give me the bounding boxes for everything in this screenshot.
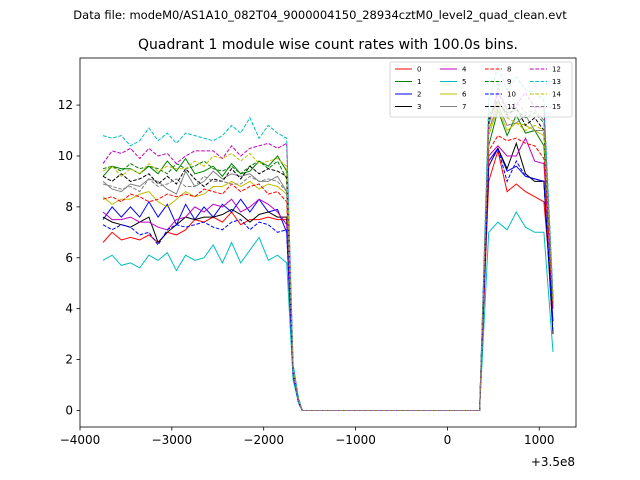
axes-frame [79,57,577,428]
legend-label-13: 13 [552,78,561,86]
legend-label-4: 4 [462,66,467,74]
series-line-1 [102,108,554,411]
legend-label-2: 2 [417,91,421,99]
x-axis-offset-label: +3.5e8 [531,455,575,469]
chart-title: Quadrant 1 module wise count rates with … [138,37,518,53]
legend-label-11: 11 [507,103,516,111]
legend-label-15: 15 [552,103,561,111]
y-tick-label: 6 [65,251,73,265]
legend-label-1: 1 [417,78,421,86]
series-line-5 [102,210,554,411]
legend-label-10: 10 [507,91,516,99]
y-tick-label: 8 [65,200,73,214]
x-tick-label: 0 [444,433,452,447]
y-axis: 0 2 4 6 8 10 12 [58,98,80,417]
series-line-0 [102,148,554,411]
x-tick-label: −1000 [335,433,376,447]
x-tick-label: −3000 [152,433,193,447]
x-tick-label: −2000 [243,433,284,447]
legend-label-6: 6 [462,91,467,99]
y-tick-label: 10 [58,149,73,163]
y-tick-label: 12 [58,98,73,112]
legend-label-5: 5 [462,78,466,86]
legend-label-3: 3 [417,103,421,111]
legend-label-7: 7 [462,103,466,111]
figure-suptitle: Data file: modeM0/AS1A10_082T04_90000041… [73,8,567,22]
series-line-10 [102,146,554,411]
legend-label-9: 9 [507,78,511,86]
legend-label-8: 8 [507,66,511,74]
legend-label-0: 0 [417,66,421,74]
legend-label-12: 12 [552,66,561,74]
y-tick-label: 0 [65,403,73,417]
x-tick-label: 1000 [524,433,555,447]
y-tick-label: 2 [65,353,73,367]
y-tick-label: 4 [65,302,73,316]
series-line-2 [102,147,554,411]
series-line-8 [102,134,554,411]
series-line-13 [102,65,554,411]
x-axis: −4000 −3000 −2000 −1000 0 1000 [60,427,555,447]
series-line-4 [102,137,554,411]
x-tick-label: −4000 [60,433,101,447]
legend-box [389,61,573,118]
legend-label-14: 14 [552,91,561,99]
series-line-3 [102,141,554,411]
